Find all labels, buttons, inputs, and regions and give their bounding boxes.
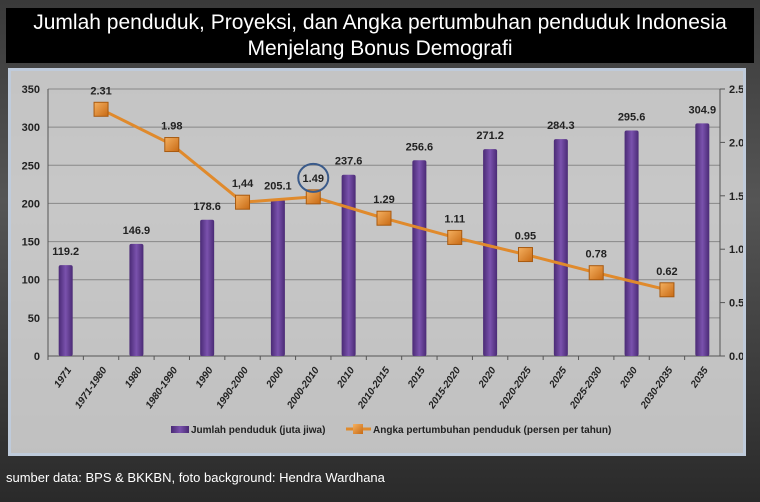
x-tick-label: 2030 [618, 365, 641, 391]
title-line-2: Menjelang Bonus Demografi [247, 37, 513, 60]
x-tick-label: 2035 [688, 365, 711, 391]
y-right-tick: 1.0 [729, 244, 743, 256]
x-tick-label: 1971-1980 [73, 365, 110, 411]
caption: sumber data: BPS & BKKBN, foto backgroun… [6, 470, 385, 485]
x-tick-label: 1990-2000 [215, 365, 252, 411]
bar [412, 160, 427, 356]
line-label: 1.11 [444, 213, 465, 225]
bar-label: 178.6 [193, 201, 221, 213]
line-label: 1.49 [303, 173, 324, 185]
bar-label: 256.6 [406, 141, 434, 153]
bar-label: 304.9 [689, 104, 717, 116]
x-tick-label: 1980-1990 [144, 365, 181, 411]
x-tick-label: 1971 [52, 365, 74, 390]
y-right-tick: 1.5 [729, 191, 743, 203]
x-tick-label: 2030-2035 [638, 365, 675, 412]
x-tick-label: 1990 [194, 365, 216, 390]
x-tick-label: 1980 [123, 365, 145, 390]
y-left-tick: 150 [22, 237, 40, 249]
bar [200, 219, 215, 356]
chart-title: Jumlah penduduk, Proyeksi, dan Angka per… [6, 8, 754, 63]
line-label: 0.62 [656, 266, 677, 278]
bar-label: 284.3 [547, 120, 575, 132]
x-tick-label: 2000 [264, 365, 287, 391]
x-tick-label: 2020-2025 [497, 365, 534, 412]
bar [270, 199, 285, 356]
x-tick-label: 2020 [476, 365, 499, 391]
bar [695, 123, 710, 356]
y-left-tick: 300 [22, 122, 40, 134]
growth-marker [305, 189, 321, 205]
growth-marker [447, 229, 463, 245]
growth-marker [659, 282, 675, 298]
y-left-tick: 200 [22, 198, 40, 210]
legend-marker-swatch [353, 424, 363, 434]
chart-svg: 0 50 100 150 200 250 300 350 0.0 0.5 1.0 1.5 2.0 2.5 1… [22, 84, 743, 436]
y-left-tick: 100 [22, 275, 40, 287]
x-tick-label: 2000-2010 [285, 365, 322, 412]
x-tick-label: 2025-2030 [568, 365, 605, 412]
x-tick-label: 2015-2020 [426, 365, 463, 412]
line-label: 0.78 [585, 249, 606, 261]
growth-marker [93, 101, 109, 117]
growth-marker [588, 265, 604, 281]
legend-bar-label: Jumlah penduduk (juta jiwa) [191, 425, 325, 436]
x-tick-label: 2015 [405, 365, 428, 391]
highlight-circle [297, 162, 330, 193]
bar-label: 205.1 [264, 181, 292, 193]
bar-label: 295.6 [618, 111, 646, 123]
bar-label: 146.9 [123, 225, 151, 237]
growth-marker [164, 137, 180, 153]
y-left-tick: 50 [28, 313, 40, 325]
line-label: 0.95 [515, 231, 536, 243]
chart-panel: 0 50 100 150 200 250 300 350 0.0 0.5 1.0 1.5 2.0 2.5 1… [8, 68, 746, 456]
x-tick-label: 2025 [547, 365, 570, 391]
y-right-tick: 0.5 [729, 298, 743, 310]
bar-label: 271.2 [476, 130, 504, 142]
x-tick-label: 2010 [335, 365, 358, 391]
growth-marker [376, 210, 392, 226]
bar [129, 243, 144, 356]
y-right-tick: 0.0 [729, 351, 743, 363]
y-right-tick: 2.5 [729, 84, 743, 96]
title-line-1: Jumlah penduduk, Proyeksi, dan Angka per… [33, 11, 727, 34]
bar-label: 119.2 [52, 246, 79, 258]
legend-bar-swatch [171, 426, 189, 433]
line-label: 2.31 [90, 85, 111, 97]
bar [553, 139, 568, 356]
bar [483, 149, 498, 356]
y-left-tick: 350 [22, 84, 40, 96]
line-label: 1.29 [373, 194, 394, 206]
bar-label: 237.6 [335, 156, 363, 168]
line-label: 1.98 [161, 121, 182, 133]
y-right-tick: 2.0 [729, 137, 743, 149]
bar [58, 265, 73, 356]
bar [624, 130, 639, 356]
x-tick-label: 2010-2015 [355, 365, 392, 412]
legend-line-label: Angka pertumbuhan penduduk (persen per t… [373, 425, 611, 436]
growth-marker [517, 247, 533, 263]
growth-marker [235, 194, 251, 210]
y-left-tick: 250 [22, 160, 40, 172]
y-left-tick: 0 [34, 351, 40, 363]
bar [341, 174, 356, 356]
line-label: 1,44 [232, 178, 254, 190]
